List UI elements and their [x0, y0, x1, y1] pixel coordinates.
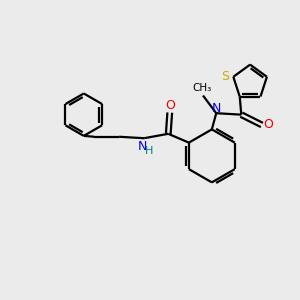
Text: N: N: [212, 102, 221, 115]
Text: S: S: [221, 70, 229, 83]
Text: O: O: [263, 118, 273, 131]
Text: N: N: [138, 140, 147, 153]
Text: H: H: [145, 146, 154, 156]
Text: CH₃: CH₃: [192, 83, 211, 93]
Text: O: O: [165, 99, 175, 112]
